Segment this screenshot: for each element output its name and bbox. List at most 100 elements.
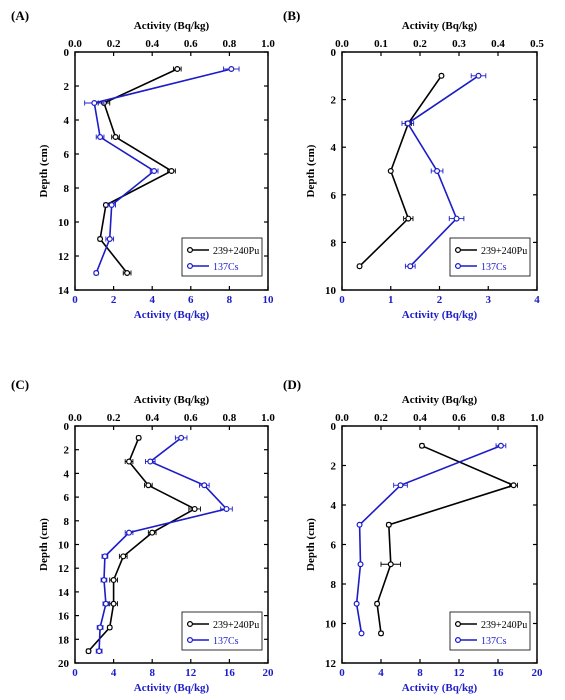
y-tick-label: 4: [64, 468, 70, 480]
bottom-tick-label: 16: [493, 667, 505, 679]
legend-label-pu: 239+240Pu: [213, 620, 259, 631]
series-line-cs: [98, 437, 229, 652]
legend-marker-cs: [455, 263, 462, 270]
panel-d: (D) 0.0 0.2 0.4 0.6 0.8 1.0 Activity (Bq/kg) 0 4 8…: [283, 377, 544, 694]
series-line-cs: [355, 445, 502, 634]
y-tick-label: 4: [331, 500, 337, 512]
bottom-tick-label: 8: [149, 667, 155, 679]
bottom-tick-label: 4: [534, 294, 540, 306]
top-tick-label: 0.2: [107, 38, 121, 50]
data-point-pu: [438, 72, 445, 79]
bottom-tick-label: 0: [72, 667, 78, 679]
legend-label-pu: 239+240Pu: [213, 246, 259, 257]
top-axis-title: Activity (Bq/kg): [402, 20, 478, 32]
top-axis-title: Activity (Bq/kg): [134, 394, 210, 406]
data-point-pu: [191, 505, 198, 512]
plot-frame: [74, 51, 269, 291]
legend-marker-cs: [187, 263, 194, 270]
legend-marker-pu: [187, 247, 194, 254]
legend-box: [181, 237, 263, 277]
data-point-cs: [102, 600, 109, 607]
legend-box: [449, 611, 531, 651]
data-point-pu: [356, 263, 363, 270]
top-tick-label: 0.4: [413, 412, 427, 424]
legend-marker-cs: [455, 636, 462, 643]
bottom-tick-label: 20: [263, 667, 275, 679]
data-point-cs: [453, 215, 460, 222]
y-tick-label: 10: [325, 619, 337, 631]
y-tick-label: 0: [331, 47, 337, 59]
bottom-tick-label: 12: [454, 667, 466, 679]
data-point-cs: [108, 202, 115, 209]
top-tick-label: 0.8: [223, 412, 237, 424]
bottom-tick-label: 2: [111, 294, 117, 306]
legend: 239+240Pu 137Cs: [449, 237, 531, 277]
series-cs: [353, 442, 507, 637]
panel-label: (D): [283, 377, 301, 392]
legend-label-cs: 137Cs: [213, 262, 239, 273]
y-tick-label: 2: [331, 95, 337, 107]
y-tick-label: 18: [58, 634, 70, 646]
bottom-axis-title: Activity (Bq/kg): [134, 682, 210, 694]
data-point-pu: [110, 577, 117, 584]
legend: 239+240Pu 137Cs: [181, 237, 263, 277]
data-point-cs: [357, 561, 364, 568]
bottom-tick-label: 0: [339, 294, 345, 306]
y-axis-title: Depth (cm): [38, 518, 50, 571]
legend: 239+240Pu 137Cs: [449, 611, 531, 651]
y-tick-label: 14: [58, 285, 70, 297]
data-point-pu: [168, 168, 175, 175]
bottom-tick-label: 16: [224, 667, 236, 679]
legend-label-cs: 137Cs: [481, 262, 507, 273]
y-tick-label: 12: [325, 658, 337, 670]
data-point-cs: [93, 270, 100, 277]
data-point-pu: [510, 482, 517, 489]
data-point-pu: [387, 561, 394, 568]
top-tick-label: 0.0: [335, 412, 349, 424]
top-tick-label: 1.0: [261, 412, 275, 424]
top-tick-label: 0.2: [413, 38, 427, 50]
series-cs: [84, 65, 240, 277]
bottom-tick-label: 12: [185, 667, 197, 679]
data-point-pu: [120, 553, 127, 560]
top-tick-label: 0.3: [452, 38, 466, 50]
data-point-pu: [374, 600, 381, 607]
data-point-pu: [85, 648, 92, 655]
panel-a: (A) 0.0 0.2 0.4 0.6 0.8 1.0 Activity (Bq/kg) 0 2 4…: [11, 8, 275, 321]
panel-label: (A): [11, 8, 29, 23]
bottom-tick-label: 4: [378, 667, 384, 679]
y-tick-label: 8: [331, 237, 337, 249]
y-tick-label: 2: [64, 445, 70, 457]
legend-label-cs: 137Cs: [213, 636, 239, 647]
data-point-cs: [407, 263, 414, 270]
data-point-cs: [91, 99, 98, 106]
top-tick-label: 0.6: [452, 412, 466, 424]
data-point-cs: [126, 529, 133, 536]
y-tick-label: 14: [58, 587, 70, 599]
legend: 239+240Pu 137Cs: [181, 611, 263, 651]
data-point-pu: [145, 482, 152, 489]
data-point-pu: [97, 236, 104, 243]
y-tick-label: 12: [58, 563, 70, 575]
data-point-cs: [97, 134, 104, 141]
data-point-cs: [404, 120, 411, 127]
top-tick-label: 0.4: [145, 412, 159, 424]
legend-marker-pu: [455, 620, 462, 627]
top-tick-label: 0.6: [184, 38, 198, 50]
top-tick-label: 0.0: [335, 38, 349, 50]
bottom-tick-label: 1: [388, 294, 394, 306]
top-axis-title: Activity (Bq/kg): [402, 394, 478, 406]
legend-label-pu: 239+240Pu: [481, 246, 527, 257]
panel-label: (B): [283, 8, 300, 23]
top-tick-label: 0.8: [223, 38, 237, 50]
panel-c: (C) 0.0 0.2 0.4 0.6 0.8 1.0 Activity (Bq/kg) 0 4 8…: [11, 377, 275, 694]
bottom-tick-label: 8: [417, 667, 423, 679]
bottom-tick-label: 20: [532, 667, 544, 679]
top-tick-label: 0.4: [491, 38, 505, 50]
y-tick-label: 12: [58, 251, 70, 263]
y-tick-label: 2: [64, 81, 70, 93]
y-tick-label: 16: [58, 611, 70, 623]
y-tick-label: 6: [64, 149, 70, 161]
